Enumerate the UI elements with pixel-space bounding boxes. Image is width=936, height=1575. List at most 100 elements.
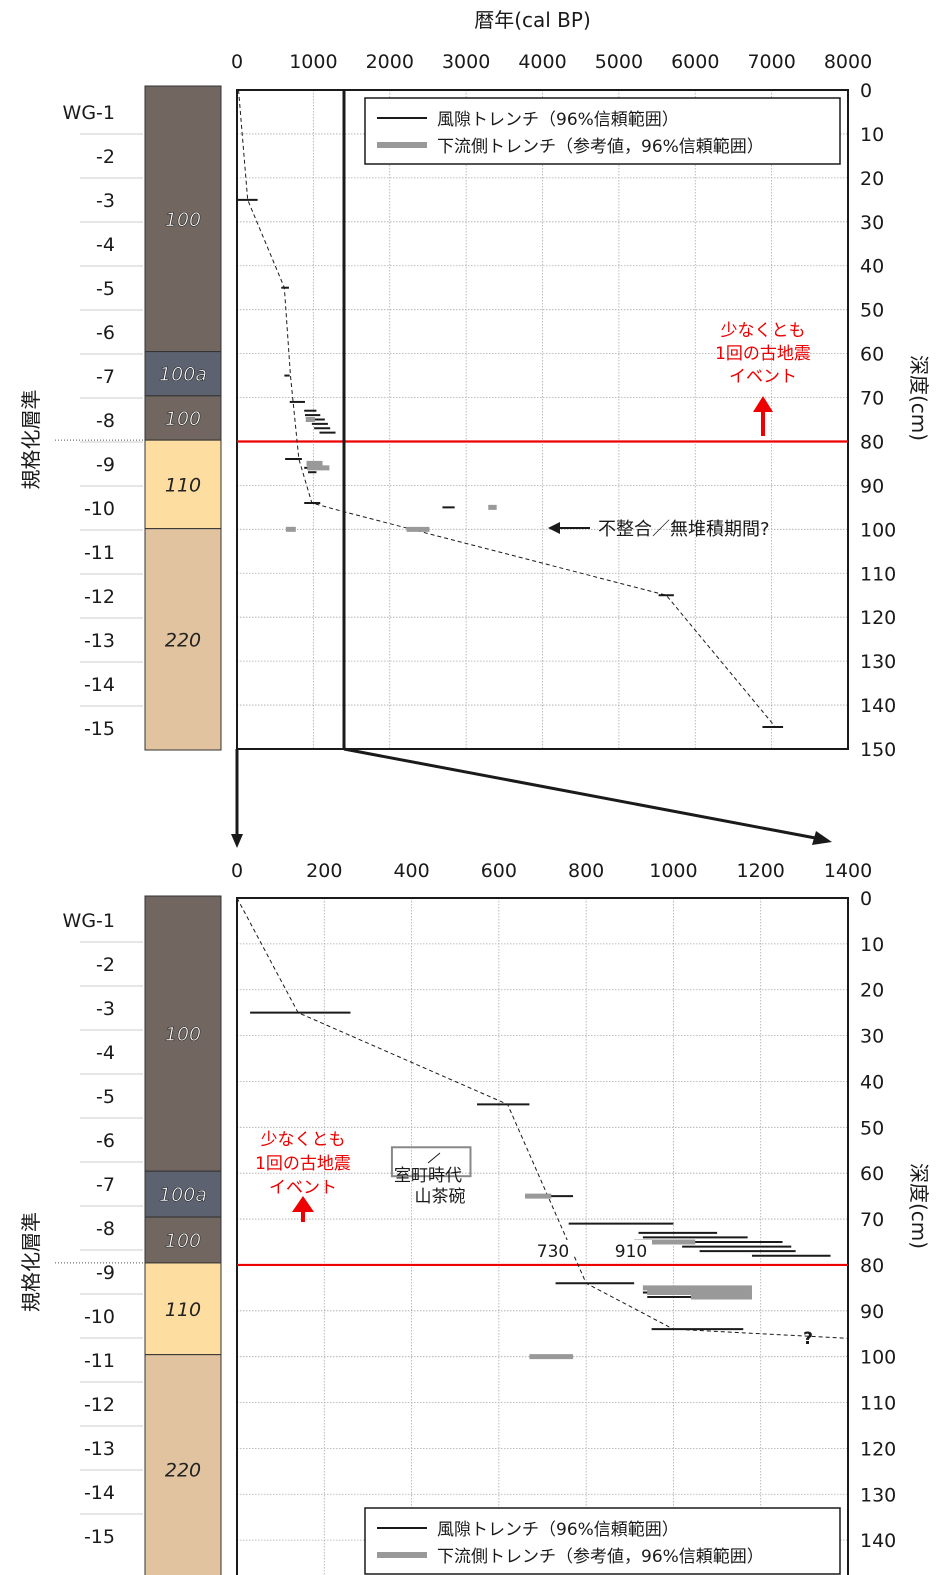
column-unit-label: 100a bbox=[159, 1184, 207, 1206]
pottery-leader bbox=[427, 1152, 441, 1164]
y-tick-label: 140 bbox=[860, 1530, 896, 1552]
level-label: -5 bbox=[96, 278, 115, 300]
y-tick-label: 130 bbox=[860, 1484, 896, 1506]
left-axis-title: 規格化層準 bbox=[19, 390, 43, 490]
y-tick-label: 80 bbox=[860, 1255, 884, 1277]
y-tick-label: 120 bbox=[860, 1438, 896, 1460]
level-label: -15 bbox=[84, 1526, 115, 1548]
unconformity-arrow-head bbox=[548, 522, 560, 534]
column-unit bbox=[144, 1262, 222, 1356]
y-axis-title: 深度(cm) bbox=[907, 355, 931, 441]
x-tick-label: 1200 bbox=[737, 860, 785, 882]
level-label: -5 bbox=[96, 1086, 115, 1108]
x-tick-label: 7000 bbox=[747, 51, 795, 73]
age-label-730: 730 bbox=[537, 1242, 569, 1262]
age-label-910: 910 bbox=[615, 1242, 647, 1262]
series-black bbox=[237, 198, 784, 729]
column-unit-label: 100a bbox=[159, 364, 207, 386]
x-tick-label: 1000 bbox=[649, 860, 697, 882]
y-tick-label: 150 bbox=[860, 739, 896, 761]
level-label: -6 bbox=[96, 322, 115, 344]
x-tick-label: 0 bbox=[231, 51, 243, 73]
y-tick-label: 30 bbox=[860, 1026, 884, 1048]
y-tick-label: 0 bbox=[860, 80, 872, 102]
x-tick-label: 400 bbox=[393, 860, 429, 882]
legend-label: 下流側トレンチ（参考値，96%信頼範囲） bbox=[437, 137, 764, 157]
level-label: -2 bbox=[96, 954, 115, 976]
x-tick-label: 5000 bbox=[595, 51, 643, 73]
y-tick-label: 30 bbox=[860, 212, 884, 234]
zoom-connector-head bbox=[812, 831, 832, 845]
level-label: -10 bbox=[84, 1306, 115, 1328]
y-tick-label: 50 bbox=[860, 300, 884, 322]
column-unit-label: 110 bbox=[165, 1299, 201, 1321]
level-label: -4 bbox=[96, 234, 115, 256]
event-label-line2: 1回の古地震 bbox=[255, 1154, 351, 1174]
question-mark: ? bbox=[803, 1329, 813, 1349]
level-label: -12 bbox=[84, 1394, 115, 1416]
column-unit-label: 110 bbox=[165, 474, 201, 496]
level-label: -14 bbox=[84, 1482, 115, 1504]
y-tick-label: 100 bbox=[860, 1347, 896, 1369]
column-unit-label: 100 bbox=[165, 209, 201, 231]
x-tick-label: 8000 bbox=[824, 51, 872, 73]
plot-frame bbox=[236, 89, 849, 750]
y-tick-label: 100 bbox=[860, 519, 896, 541]
panel-detail: 0 200 400 600 800 1000 1200 1400 0 10 20 30 40 50 60 70… bbox=[19, 860, 931, 1575]
level-label: -11 bbox=[84, 542, 115, 564]
legend-label: 風隙トレンチ（96%信頼範囲） bbox=[437, 110, 679, 130]
legend-label: 下流側トレンチ（参考値，96%信頼範囲） bbox=[437, 1547, 764, 1567]
level-label: -15 bbox=[84, 718, 115, 740]
column-unit bbox=[144, 439, 222, 530]
column-unit-label: 220 bbox=[165, 629, 201, 651]
level-label: -6 bbox=[96, 1130, 115, 1152]
y-tick-label: 60 bbox=[860, 344, 884, 366]
x-tick-label: 0 bbox=[231, 860, 243, 882]
y-tick-label: 20 bbox=[860, 980, 884, 1002]
column-unit bbox=[144, 1216, 222, 1264]
column-unit-label: 100 bbox=[165, 408, 201, 430]
x-tick-label: 1000 bbox=[289, 51, 337, 73]
column-unit bbox=[144, 85, 222, 353]
level-label: -3 bbox=[96, 190, 115, 212]
x-axis-title: 暦年(cal BP) bbox=[474, 8, 591, 32]
x-tick-label: 6000 bbox=[671, 51, 719, 73]
y-tick-label: 110 bbox=[860, 1393, 896, 1415]
left-axis-title: 規格化層準 bbox=[19, 1212, 43, 1312]
x-tick-label: 600 bbox=[481, 860, 517, 882]
legend-box bbox=[364, 97, 841, 165]
unconformity-label: 不整合／無堆積期間? bbox=[598, 519, 770, 540]
y-tick-label: 140 bbox=[860, 695, 896, 717]
pottery-label-line2: 山茶碗 bbox=[415, 1187, 466, 1207]
level-label: -3 bbox=[96, 998, 115, 1020]
y-tick-label: 40 bbox=[860, 1071, 884, 1093]
level-label: -8 bbox=[96, 1218, 115, 1240]
zoom-connector bbox=[343, 747, 827, 842]
y-tick-label: 10 bbox=[860, 124, 884, 146]
event-label-line2: 1回の古地震 bbox=[715, 344, 811, 364]
column-unit bbox=[144, 1170, 222, 1218]
level-label: -9 bbox=[96, 454, 115, 476]
column-unit bbox=[144, 351, 222, 397]
y-tick-label: 90 bbox=[860, 1301, 884, 1323]
level-label: -14 bbox=[84, 674, 115, 696]
y-tick-label: 130 bbox=[860, 651, 896, 673]
level-label: -4 bbox=[96, 1042, 115, 1064]
level-label: WG-1 bbox=[63, 102, 115, 124]
y-tick-label: 80 bbox=[860, 431, 884, 453]
x-tick-label: 1400 bbox=[824, 860, 872, 882]
y-axis-title: 深度(cm) bbox=[907, 1163, 931, 1249]
y-tick-label: 90 bbox=[860, 475, 884, 497]
pottery-range-box bbox=[390, 1146, 472, 1178]
level-label: -7 bbox=[96, 366, 115, 388]
level-label: -13 bbox=[84, 1438, 115, 1460]
event-label-line3: イベント bbox=[269, 1178, 337, 1198]
column-unit bbox=[144, 528, 222, 751]
level-label: -9 bbox=[96, 1262, 115, 1284]
event-label-line3: イベント bbox=[729, 367, 797, 387]
x-tick-label: 3000 bbox=[442, 51, 490, 73]
column-unit bbox=[144, 895, 222, 1172]
level-label: -7 bbox=[96, 1174, 115, 1196]
series-gray bbox=[285, 417, 497, 532]
label-bg bbox=[532, 1240, 574, 1260]
